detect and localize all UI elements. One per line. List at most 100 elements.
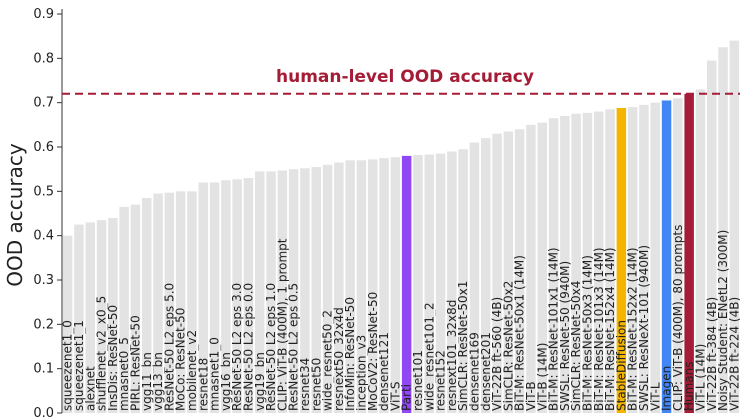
x-tick-label: ViT-22B ft-560 (4B) (490, 297, 504, 411)
x-tick-label: resnet50 (309, 358, 323, 411)
bar (255, 171, 265, 413)
x-tick-label: mnasnet0_5 (117, 337, 131, 411)
y-tick-label: 0.7 (33, 96, 54, 111)
bar (85, 222, 95, 413)
bar (571, 113, 581, 413)
bar (187, 191, 197, 413)
x-tick-label: PIRL: ResNet-50 (128, 315, 142, 411)
x-tick-label: densenet201 (479, 332, 493, 411)
bar (424, 154, 434, 413)
bar (96, 220, 107, 413)
bar (322, 164, 333, 413)
bar (401, 155, 412, 413)
x-tick-label: mobilenet_v2 (185, 330, 199, 411)
bar (447, 151, 457, 413)
bar (62, 235, 73, 413)
bar (390, 157, 401, 413)
x-tick-label: ViT-22B ft-384 (4B) (705, 297, 719, 411)
x-tick-label: vgg16_bn (219, 352, 233, 411)
bar (413, 154, 423, 414)
x-tick-label: SimCLR: ResNet-50x2 (501, 281, 515, 411)
x-tick-label: ViT-L (14M) (693, 344, 707, 411)
bar (334, 162, 344, 413)
y-axis-label: OOD accuracy (3, 143, 27, 287)
bar (345, 160, 355, 413)
bar (582, 112, 593, 413)
x-tick-label: vgg19_bn (253, 352, 267, 411)
x-tick-label: ViT-22B ft-224 (4B) (727, 297, 740, 411)
reference-label: human-level OOD accuracy (276, 67, 534, 87)
x-tick-label: resnet101 (411, 350, 425, 411)
x-tick-label: BiT-M: ResNet-50x1 (14M) (513, 255, 527, 411)
x-tick-label: Noisy Student: ENetL2 (300M) (716, 230, 730, 411)
y-tick-label: 0.9 (33, 7, 54, 22)
bar (311, 166, 321, 413)
bar (119, 206, 129, 413)
bar (266, 171, 276, 413)
bar (616, 107, 627, 413)
x-tick-label: resnext50_32x4d (332, 307, 346, 411)
x-tick-label: InsDis: ResNet-50 (106, 305, 120, 411)
y-tick-label: 0.8 (33, 51, 54, 66)
bar (605, 109, 615, 414)
x-tick-label: resnet152 (434, 350, 448, 411)
x-tick-label: BiT-M: ResNet-152x2 (14M) (626, 247, 640, 411)
y-tick-label: 0.5 (33, 184, 54, 199)
bar (243, 178, 254, 413)
bar (108, 217, 118, 413)
bar (277, 170, 288, 413)
x-tick-label: SWSL: ResNeXt-101 (940M) (637, 245, 651, 411)
x-tick-label: squeezenet1_1 (72, 320, 86, 411)
bar (74, 224, 84, 413)
x-tick-label: MoCo: ResNet-50 (174, 308, 188, 411)
bar (130, 204, 141, 413)
x-tick-label: wide_resnet101_2 (422, 302, 436, 411)
x-tick-label: vgg11_bn (140, 352, 154, 411)
x-tick-label: BiT-M: ResNet-101x3 (14M) (592, 247, 606, 411)
bar (288, 169, 299, 413)
x-tick-label: SimCLR: ResNet-50x1 (456, 281, 470, 411)
bar (232, 179, 242, 413)
bar (639, 104, 649, 413)
x-tick-label: ViT-S (388, 382, 402, 411)
x-tick-label: InfoMin: ResNet-50 (343, 297, 357, 411)
bar (300, 168, 310, 413)
x-tick-label: ResNet-50 L2 eps 5.0 (162, 283, 176, 411)
x-tick-label: wide_resnet50_2 (321, 310, 335, 411)
bar (368, 159, 378, 413)
y-tick-label: 0.0 (33, 406, 54, 418)
bar (175, 191, 186, 413)
x-tick-label: ResNet-50 L2 eps 3.0 (230, 283, 244, 411)
bar (435, 153, 446, 413)
x-tick-label: ViT-L (648, 382, 662, 411)
y-tick-label: 0.2 (33, 317, 54, 332)
bar (650, 102, 660, 414)
bar (379, 158, 389, 413)
bar (684, 93, 694, 414)
x-tick-label: BiT-M: ResNet-101x1 (14M) (547, 247, 561, 411)
bar (514, 129, 525, 413)
bar (661, 100, 672, 413)
bar (718, 47, 728, 413)
y-tick-label: 0.4 (33, 229, 54, 244)
bar (481, 138, 491, 413)
bar (142, 197, 152, 413)
y-tick-label: 0.6 (33, 140, 54, 155)
x-tick-label: densenet121 (377, 332, 391, 411)
bar (503, 131, 514, 413)
bar (548, 118, 559, 413)
bar (153, 193, 163, 413)
x-tick-label: resnet18 (196, 358, 210, 411)
x-tick-label: ViT-B (14M) (535, 343, 549, 411)
bar (707, 60, 717, 414)
x-tick-label: mnasnet1_0 (208, 337, 222, 411)
x-tick-label: CLIP: ViT-B (400M), 1 prompt (275, 238, 289, 411)
bar (209, 182, 220, 413)
x-tick-label: StableDiffusion (614, 320, 628, 411)
x-tick-label: inception_v3 (354, 335, 368, 411)
y-tick-label: 0.1 (33, 362, 54, 377)
x-tick-label: resnext101_32x8d (445, 300, 459, 411)
x-tick-label: CLIP: ViT-B (400M), 80 prompts (671, 225, 685, 411)
bar (198, 182, 208, 413)
